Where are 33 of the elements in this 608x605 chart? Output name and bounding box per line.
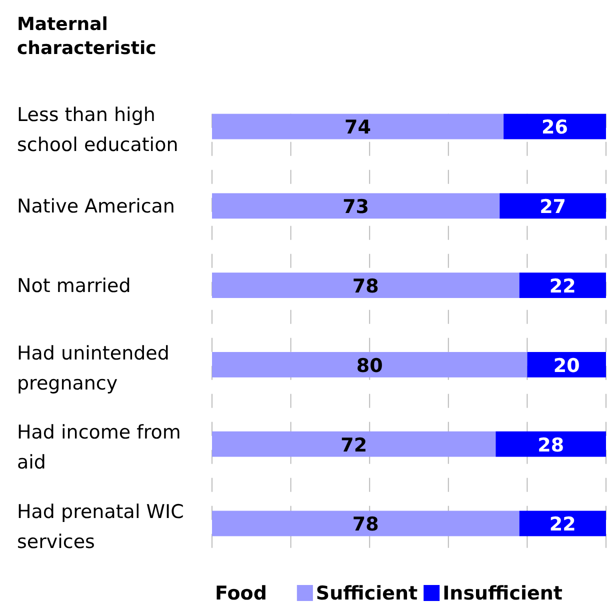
y-axis-title: Maternal characteristic — [17, 14, 156, 59]
legend-label: Sufficient — [316, 582, 418, 605]
bar — [212, 352, 528, 378]
data-label: 22 — [549, 514, 576, 536]
data-label: 73 — [342, 196, 370, 218]
y-tick-label: Native American — [17, 196, 175, 218]
bar — [212, 431, 496, 457]
bar — [212, 114, 504, 140]
bar — [212, 510, 520, 536]
legend-label: Insufficient — [442, 582, 562, 605]
data-label: 22 — [549, 276, 576, 298]
data-label: 74 — [344, 116, 372, 139]
data-label: 78 — [352, 276, 379, 298]
y-tick-label: Had prenatal WIC services — [17, 501, 184, 554]
bar — [496, 431, 606, 457]
data-label: 20 — [553, 354, 580, 377]
data-label: 78 — [352, 514, 379, 536]
y-tick-label: Had income from aid — [17, 422, 181, 474]
bar — [527, 352, 606, 378]
data-label: 72 — [340, 434, 368, 456]
bar — [500, 193, 606, 219]
bar — [519, 272, 606, 298]
y-tick-label: Less than high school education — [17, 104, 178, 156]
data-label: 26 — [542, 116, 568, 139]
bar — [212, 193, 500, 219]
bar — [504, 114, 606, 140]
y-tick-label: Had unintended pregnancy — [17, 342, 170, 394]
y-tick-label: Not married — [17, 274, 131, 297]
data-label: 28 — [538, 434, 564, 456]
data-label: 27 — [540, 196, 566, 218]
data-label: 80 — [356, 354, 383, 377]
legend-title: Food — [215, 582, 267, 605]
bar — [212, 272, 520, 298]
